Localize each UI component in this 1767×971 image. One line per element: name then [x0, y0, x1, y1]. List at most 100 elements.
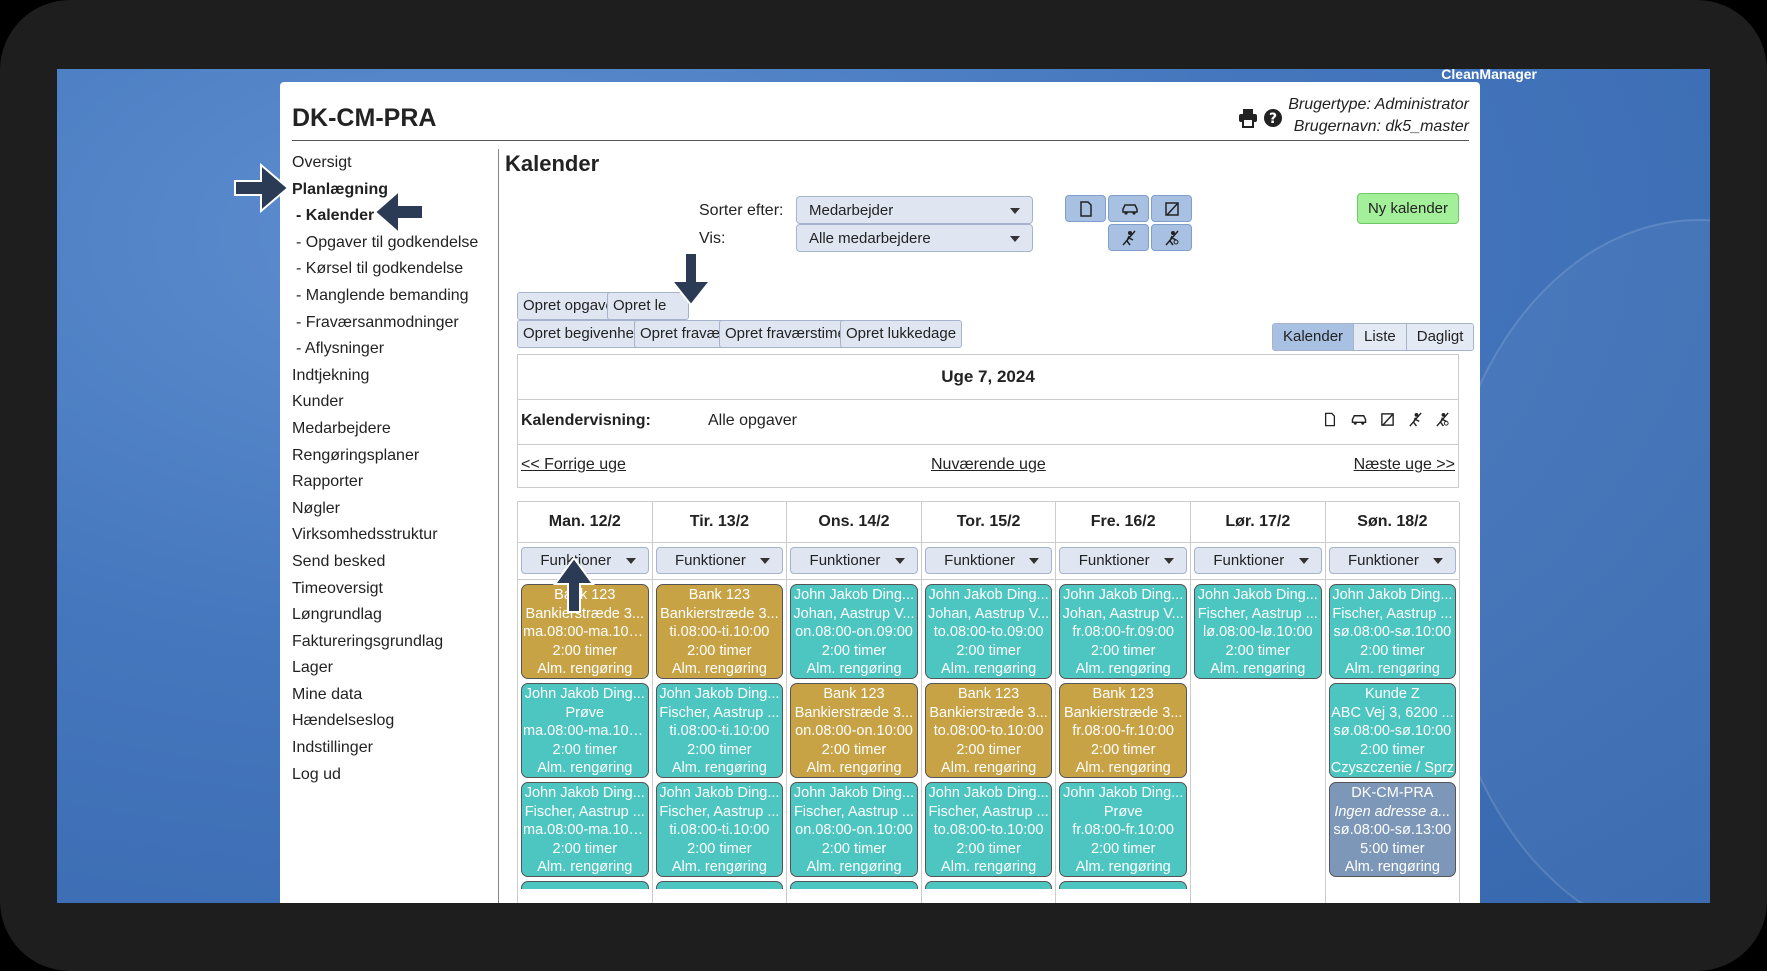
sidebar-item[interactable]: Indstillinger: [292, 739, 373, 757]
day-column: Ons. 14/2 Funktioner John Jakob Ding... Joh…: [787, 502, 922, 903]
filter-cancel-button[interactable]: [1151, 195, 1192, 222]
task-card[interactable]: [790, 881, 918, 889]
task-card[interactable]: John Jakob Ding... Johan, Aastrup V... fr.…: [1059, 584, 1187, 679]
user-name: Brugernavn: dk5_master: [1293, 118, 1469, 135]
functions-dropdown[interactable]: Funktioner: [790, 547, 918, 574]
tab-kalender[interactable]: Kalender: [1273, 324, 1354, 350]
sidebar-item[interactable]: Rapporter: [292, 473, 364, 491]
sidebar-item[interactable]: Indtjekning: [292, 366, 370, 384]
sidebar-item[interactable]: Send besked: [292, 552, 386, 570]
sidebar-item[interactable]: Faktureringsgrundlag: [292, 632, 444, 650]
task-card[interactable]: John Jakob Ding... Johan, Aastrup V... to.…: [924, 584, 1053, 679]
task-card[interactable]: [655, 881, 784, 889]
functions-dropdown[interactable]: Funktioner: [521, 547, 649, 574]
sidebar-item[interactable]: Lager: [292, 659, 333, 677]
user-type: Brugertype: Administrator: [1288, 96, 1469, 113]
task-line: John Jakob Ding...: [659, 785, 780, 801]
task-card[interactable]: [521, 881, 649, 889]
current-week-link[interactable]: Nuværende uge: [931, 456, 1046, 473]
task-line: Fischer, Aastrup ...: [928, 803, 1049, 820]
cancelled-icon: [1381, 413, 1394, 426]
task-card[interactable]: Bank 123 Bankierstræde 3... to.08:00-to.10…: [924, 683, 1053, 778]
day-column: Tor. 15/2 Funktioner John Jakob Ding... Joh…: [921, 502, 1057, 903]
sidebar-item[interactable]: Timeoversigt: [292, 579, 383, 597]
task-line: Johan, Aastrup V...: [1062, 605, 1184, 622]
task-line: to.08:00-to.10:00: [933, 822, 1044, 838]
sidebar-item[interactable]: - Kørsel til godkendelse: [296, 260, 464, 278]
task-line: Alm. rengøring: [941, 661, 1037, 677]
sidebar-item[interactable]: Medarbejdere: [292, 419, 391, 437]
task-line: sø.08:00-sø.10:00: [1333, 723, 1452, 739]
functions-dropdown[interactable]: Funktioner: [655, 547, 784, 574]
functions-dropdown[interactable]: Funktioner: [1328, 547, 1457, 574]
sidebar-item[interactable]: Oversigt: [292, 154, 352, 171]
functions-dropdown[interactable]: Funktioner: [1194, 547, 1322, 574]
sort-select[interactable]: Medarbejder: [796, 196, 1033, 224]
create-event-button[interactable]: Opret begivenhed: [517, 320, 649, 348]
task-card[interactable]: John Jakob Ding... Fischer, Aastrup ... ti…: [655, 782, 784, 877]
task-card[interactable]: John Jakob Ding... Fischer, Aastrup ... sø…: [1328, 584, 1457, 679]
task-card[interactable]: Bank 123 Bankierstræde 3... ma.08:00-ma.10…: [521, 584, 649, 679]
tab-dagligt[interactable]: Dagligt: [1405, 324, 1474, 350]
sidebar-item[interactable]: - Opgaver til godkendelse: [296, 233, 479, 251]
functions-dropdown[interactable]: Funktioner: [924, 547, 1053, 574]
prev-week-link[interactable]: << Forrige uge: [521, 456, 626, 473]
next-week-link[interactable]: Næste uge >>: [1353, 456, 1455, 473]
sidebar-item[interactable]: Nøgler: [292, 499, 341, 517]
filter-absence-button[interactable]: [1108, 224, 1149, 251]
sidebar-item[interactable]: - Kalender: [296, 207, 375, 225]
task-card[interactable]: Bank 123 Bankierstræde 3... on.08:00-on.10…: [790, 683, 918, 778]
sidebar-item[interactable]: Rengøringsplaner: [292, 446, 420, 464]
task-card[interactable]: John Jakob Ding... Fischer, Aastrup ... lø…: [1194, 584, 1322, 679]
create-leave-button[interactable]: Opret le: [607, 292, 689, 320]
task-card[interactable]: Kunde Z ABC Vej 3, 6200 ... sø.08:00-sø.10…: [1328, 683, 1457, 778]
sidebar-item[interactable]: Kunder: [292, 393, 344, 411]
pointer-arrow-up-icon: [553, 556, 595, 613]
filter-task-button[interactable]: [1065, 195, 1106, 222]
sidebar-item[interactable]: - Aflysninger: [296, 340, 385, 358]
create-closing-days-button[interactable]: Opret lukkedage: [840, 320, 963, 348]
task-card[interactable]: John Jakob Ding... Prøve fr.08:00-fr.10:00…: [1059, 782, 1187, 877]
task-card[interactable]: John Jakob Ding... Fischer, Aastrup ... ti…: [655, 683, 784, 778]
filter-absence-hours-button[interactable]: [1151, 224, 1192, 251]
task-card[interactable]: Bank 123 Bankierstræde 3... ti.08:00-ti.10…: [655, 584, 784, 679]
view-select[interactable]: Alle medarbejdere: [796, 224, 1033, 252]
functions-label: Funktioner: [1213, 552, 1285, 569]
task-line: John Jakob Ding...: [1197, 587, 1318, 603]
task-line: Bankierstræde 3...: [1063, 704, 1183, 721]
task-card[interactable]: John Jakob Ding... Fischer, Aastrup ... to…: [924, 782, 1053, 877]
task-line: 2:00 timer: [687, 741, 752, 758]
sidebar-item[interactable]: Løngrundlag: [292, 606, 382, 624]
functions-dropdown[interactable]: Funktioner: [1059, 547, 1187, 574]
sidebar-item[interactable]: Virksomhedsstruktur: [292, 526, 438, 544]
create-task-button[interactable]: Opret opgave: [517, 292, 620, 320]
sidebar-item[interactable]: Log ud: [292, 765, 341, 783]
task-line: Alm. rengøring: [1075, 859, 1171, 875]
task-card[interactable]: John Jakob Ding... Prøve ma.08:00-ma.10:00…: [521, 683, 649, 778]
task-card[interactable]: DK-CM-PRA Ingen adresse a... sø.08:00-sø.1…: [1328, 782, 1457, 877]
task-card[interactable]: [924, 881, 1053, 889]
sidebar-item[interactable]: Mine data: [292, 685, 363, 703]
task-line: to.08:00-to.09:00: [933, 624, 1044, 640]
sidebar-item[interactable]: - Fraværsanmodninger: [296, 313, 459, 331]
sidebar-item[interactable]: Planlægning: [292, 180, 388, 198]
filter-car-button[interactable]: [1108, 195, 1149, 222]
task-card[interactable]: John Jakob Ding... Johan, Aastrup V... on.…: [790, 584, 918, 679]
new-calendar-button[interactable]: Ny kalender: [1357, 193, 1459, 224]
task-card[interactable]: Bank 123 Bankierstræde 3... fr.08:00-fr.10…: [1059, 683, 1187, 778]
day-header: Lør. 17/2: [1191, 502, 1325, 543]
task-line: Alm. rengøring: [537, 760, 633, 776]
print-icon[interactable]: [1238, 108, 1258, 128]
sidebar-item[interactable]: - Manglende bemanding: [296, 286, 469, 304]
task-line: 2:00 timer: [956, 840, 1021, 857]
tab-liste[interactable]: Liste: [1353, 324, 1406, 350]
help-icon[interactable]: ?: [1263, 108, 1283, 128]
task-line: 2:00 timer: [1090, 840, 1156, 857]
task-card[interactable]: John Jakob Ding... Fischer, Aastrup ... on…: [790, 782, 918, 877]
create-absence-button[interactable]: Opret fravær: [634, 320, 732, 348]
sidebar-item[interactable]: Hændelseslog: [292, 712, 395, 730]
task-card[interactable]: John Jakob Ding... Fischer, Aastrup ... ma…: [521, 782, 649, 877]
create-absence-hours-button[interactable]: Opret fraværstimer: [719, 320, 857, 348]
task-card[interactable]: [1059, 881, 1187, 889]
task-line: ma.08:00-ma.10:00: [523, 624, 648, 640]
